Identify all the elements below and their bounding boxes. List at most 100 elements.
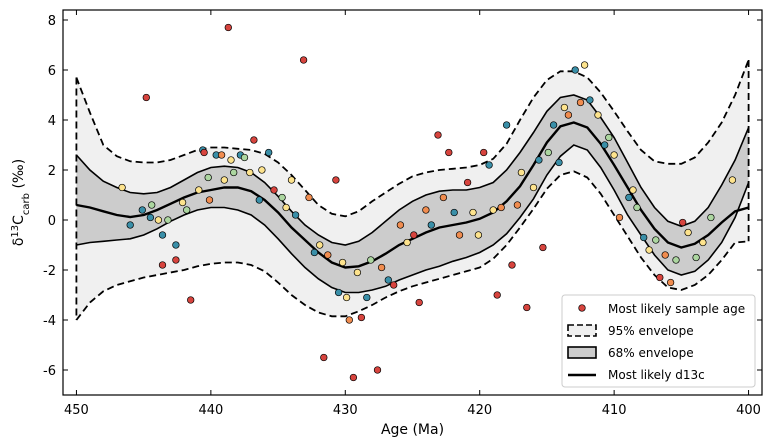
sample-point [544, 148, 552, 157]
sample-point [357, 313, 366, 322]
sample-point [324, 251, 332, 259]
x-tick-label: 420 [467, 403, 492, 418]
sample-point [571, 66, 579, 74]
sample-point [434, 131, 442, 139]
sample-point [291, 211, 300, 219]
sample-point [625, 193, 633, 202]
sample-point [363, 293, 371, 302]
sample-point [427, 221, 435, 229]
sample-point [258, 166, 266, 174]
sample-point [497, 203, 505, 212]
sample-point [342, 293, 351, 302]
sample-point [353, 268, 362, 277]
sample-point [217, 151, 226, 159]
sample-point [692, 253, 700, 262]
y-tick-label: -2 [43, 264, 56, 279]
sample-point [187, 296, 195, 304]
sample-point [138, 206, 146, 214]
sample-point [250, 136, 258, 144]
y-tick-label: 2 [48, 164, 56, 179]
x-axis: 450 440 430 420 410 400 [64, 10, 761, 418]
sample-point [320, 353, 328, 362]
sample-point [508, 261, 516, 269]
sample-point [629, 186, 637, 194]
legend-item-68: 68% envelope [567, 346, 694, 360]
sample-point [463, 178, 472, 187]
y-tick-label: 8 [48, 14, 56, 29]
legend-95-label: 95% envelope [608, 324, 694, 338]
y-tick-label: 6 [48, 64, 56, 79]
sample-point [367, 256, 375, 264]
y-tick-label: 0 [48, 214, 56, 229]
sample-point [230, 168, 238, 177]
y-tick-label: -6 [43, 364, 56, 379]
sample-point [334, 288, 343, 297]
sample-point [523, 303, 531, 312]
sample-point [390, 281, 398, 289]
sample-point [224, 23, 232, 32]
sample-point [195, 186, 203, 194]
sample-point [158, 231, 167, 239]
y-label-sup: 13 [10, 225, 21, 238]
sample-point [415, 298, 423, 307]
sample-point [586, 96, 594, 104]
legend-item-sample: Most likely sample age [578, 302, 745, 316]
sample-point [183, 206, 191, 214]
envelope-68-upper-line [75, 94, 750, 246]
sample-point [282, 203, 290, 212]
legend-median-label: Most likely d13c [608, 368, 705, 382]
sample-point [601, 141, 609, 149]
plot-frame [62, 9, 763, 396]
y-axis: -6 -4 -2 0 2 4 6 8 [43, 14, 762, 379]
sample-point [172, 241, 180, 249]
x-tick-label: 450 [64, 403, 89, 418]
sample-point [246, 168, 254, 177]
legend-sample-label: Most likely sample age [608, 302, 745, 316]
sample-point [305, 193, 313, 202]
sample-point [146, 213, 155, 222]
sample-point [172, 256, 180, 264]
sample-point [529, 183, 538, 192]
sample-point [474, 231, 483, 239]
sample-point [728, 176, 737, 184]
sample-point [517, 168, 526, 177]
sample-point [489, 206, 497, 214]
x-tick-label: 430 [333, 403, 358, 418]
sample-point [439, 193, 448, 202]
legend: Most likely sample age 95% envelope 68% … [561, 294, 756, 388]
x-tick-label: 410 [602, 403, 627, 418]
sample-point [455, 231, 464, 239]
sample-point [555, 158, 563, 167]
sample-point [679, 218, 687, 227]
sample-point [450, 208, 458, 217]
sample-point [278, 193, 286, 202]
sample-point [287, 176, 296, 184]
sample-point [164, 216, 172, 224]
sample-point [396, 221, 405, 229]
sample-point [338, 258, 347, 267]
sample-point [200, 148, 208, 157]
sample-point [594, 111, 602, 119]
sample-point [576, 98, 585, 107]
sample-point [684, 228, 692, 237]
sample-point [493, 291, 501, 299]
sample-point [535, 156, 543, 164]
sample-point [118, 183, 126, 192]
sample-point [656, 273, 664, 282]
legend-box [561, 294, 756, 388]
x-axis-label: Age (Ma) [381, 422, 444, 438]
sample-point [661, 251, 669, 259]
sample-points [118, 23, 737, 382]
sample-point [539, 243, 547, 252]
sample-point [270, 186, 278, 194]
y-label-unit: (‰) [11, 159, 27, 193]
sample-point [126, 221, 134, 229]
x-tick-label: 400 [736, 403, 761, 418]
y-tick-label: 4 [48, 114, 56, 129]
sample-point [332, 176, 340, 184]
y-label-sub: carb [21, 193, 32, 215]
legend-95-swatch [567, 324, 597, 337]
legend-68-swatch [567, 346, 597, 359]
median-d13c-line [76, 121, 749, 269]
y-axis-label: δ13Ccarb (‰) [10, 159, 32, 246]
